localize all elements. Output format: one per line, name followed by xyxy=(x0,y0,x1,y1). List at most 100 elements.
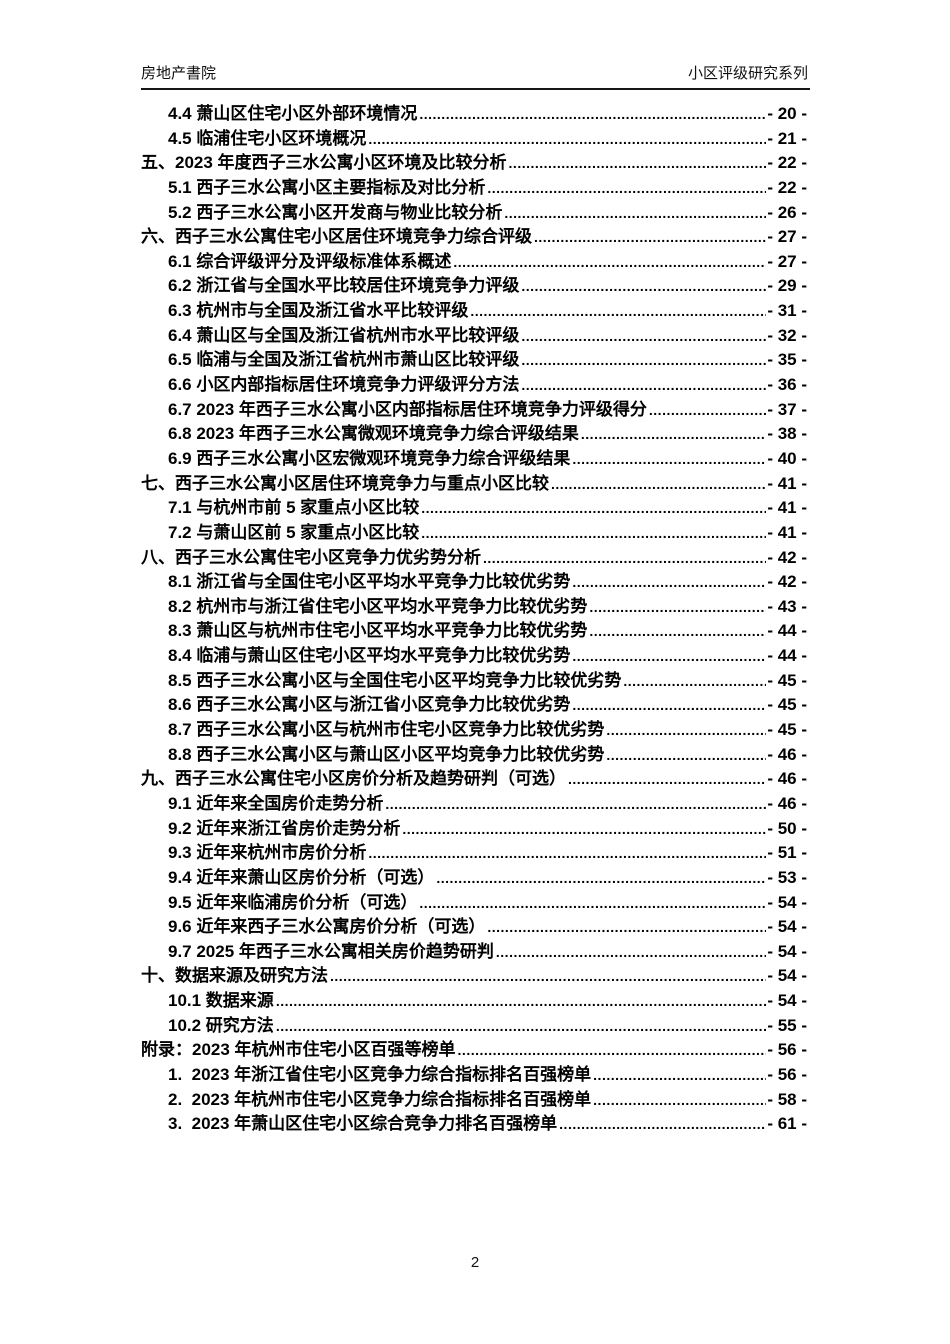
toc-entry[interactable]: 8.8 西子三水公寓小区与萧山区小区平均竞争力比较优劣势 - 46 - xyxy=(141,743,807,768)
toc-entry-label: 9.3 近年来杭州市房价分析 xyxy=(168,843,367,863)
toc-dot-leader xyxy=(436,866,766,891)
toc-entry-label: 五、2023 年度西子三水公寓小区环境及比较分析 xyxy=(141,153,507,173)
toc-entry-label: 6.8 2023 年西子三水公寓微观环境竞争力综合评级结果 xyxy=(168,424,579,444)
toc-entry[interactable]: 4.4 萧山区住宅小区外部环境情况 - 20 - xyxy=(141,102,807,127)
toc-entry[interactable]: 6.7 2023 年西子三水公寓小区内部指标居住环境竞争力评级得分 - 37 - xyxy=(141,398,807,423)
toc-dot-leader xyxy=(521,348,766,373)
toc-entry[interactable]: 7.2 与萧山区前 5 家重点小区比较 - 41 - xyxy=(141,521,807,546)
toc-entry-page-number: - 54 - xyxy=(767,892,807,912)
toc-entry-page-number: - 41 - xyxy=(767,473,807,493)
toc-entry-label: 9.2 近年来浙江省房价走势分析 xyxy=(168,818,401,838)
toc-entry[interactable]: 9.5 近年来临浦房价分析（可选） - 54 - xyxy=(141,891,807,916)
toc-entry[interactable]: 4.5 临浦住宅小区环境概况 - 21 - xyxy=(141,127,807,152)
toc-entry-page-number: - 45 - xyxy=(767,720,807,740)
toc-entry[interactable]: 3. 2023 年萧山区住宅小区综合竞争力排名百强榜单 - 61 - xyxy=(141,1112,807,1137)
toc-dot-leader xyxy=(276,989,767,1014)
toc-entry-page-number: - 42 - xyxy=(767,572,807,592)
toc-entry[interactable]: 9.6 近年来西子三水公寓房价分析（可选） - 54 - xyxy=(141,915,807,940)
toc-entry-label: 1. 2023 年浙江省住宅小区竞争力综合指标排名百强榜单 xyxy=(168,1064,592,1084)
toc-dot-leader xyxy=(593,1088,766,1113)
toc-dot-leader xyxy=(385,792,766,817)
toc-entry[interactable]: 6.5 临浦与全国及浙江省杭州市萧山区比较评级 - 35 - xyxy=(141,348,807,373)
toc-entry[interactable]: 8.3 萧山区与杭州市住宅小区平均水平竞争力比较优劣势 - 44 - xyxy=(141,619,807,644)
toc-entry-label: 6.4 萧山区与全国及浙江省杭州市水平比较评级 xyxy=(168,325,520,345)
toc-dot-leader xyxy=(453,250,766,275)
toc-entry[interactable]: 10.1 数据来源 - 54 - xyxy=(141,989,807,1014)
toc-entry-label: 8.3 萧山区与杭州市住宅小区平均水平竞争力比较优劣势 xyxy=(168,621,588,641)
toc-entry[interactable]: 附录：2023 年杭州市住宅小区百强等榜单 - 56 - xyxy=(141,1038,807,1063)
toc-entry[interactable]: 2. 2023 年杭州市住宅小区竞争力综合指标排名百强榜单 - 58 - xyxy=(141,1088,807,1113)
toc-entry-page-number: - 40 - xyxy=(767,448,807,468)
toc-entry[interactable]: 八、西子三水公寓住宅小区竞争力优劣势分析 - 42 - xyxy=(141,546,807,571)
toc-entry[interactable]: 8.5 西子三水公寓小区与全国住宅小区平均竞争力比较优劣势 - 45 - xyxy=(141,669,807,694)
toc-entry-page-number: - 44 - xyxy=(767,646,807,666)
toc-entry[interactable]: 1. 2023 年浙江省住宅小区竞争力综合指标排名百强榜单 - 56 - xyxy=(141,1063,807,1088)
toc-entry-label: 9.6 近年来西子三水公寓房价分析（可选） xyxy=(168,917,486,937)
toc-dot-leader xyxy=(521,373,766,398)
toc-entry[interactable]: 6.9 西子三水公寓小区宏微观环境竞争力综合评级结果 - 40 - xyxy=(141,447,807,472)
toc-entry-page-number: - 22 - xyxy=(767,177,807,197)
toc-dot-leader xyxy=(551,472,766,497)
toc-entry[interactable]: 7.1 与杭州市前 5 家重点小区比较 - 41 - xyxy=(141,496,807,521)
toc-entry[interactable]: 6.6 小区内部指标居住环境竞争力评级评分方法 - 36 - xyxy=(141,373,807,398)
toc-dot-leader xyxy=(421,521,766,546)
toc-entry[interactable]: 9.7 2025 年西子三水公寓相关房价趋势研判 - 54 - xyxy=(141,940,807,965)
toc-entry-page-number: - 27 - xyxy=(767,227,807,247)
header-divider xyxy=(141,88,810,90)
toc-entry-label: 9.4 近年来萧山区房价分析（可选） xyxy=(168,867,435,887)
toc-entry-label: 9.5 近年来临浦房价分析（可选） xyxy=(168,892,418,912)
toc-entry-page-number: - 45 - xyxy=(767,670,807,690)
toc-entry[interactable]: 九、西子三水公寓住宅小区房价分析及趋势研判（可选） - 46 - xyxy=(141,767,807,792)
toc-dot-leader xyxy=(509,151,767,176)
toc-entry[interactable]: 十、数据来源及研究方法 - 54 - xyxy=(141,964,807,989)
toc-dot-leader xyxy=(330,964,766,989)
toc-entry-page-number: - 58 - xyxy=(767,1089,807,1109)
toc-entry-page-number: - 56 - xyxy=(767,1040,807,1060)
toc-dot-leader xyxy=(534,225,766,250)
toc-entry-label: 5.2 西子三水公寓小区开发商与物业比较分析 xyxy=(168,202,503,222)
toc-dot-leader xyxy=(487,176,766,201)
toc-entry[interactable]: 8.7 西子三水公寓小区与杭州市住宅小区竞争力比较优劣势 - 45 - xyxy=(141,718,807,743)
toc-dot-leader xyxy=(572,570,766,595)
toc-entry[interactable]: 五、2023 年度西子三水公寓小区环境及比较分析 - 22 - xyxy=(141,151,807,176)
toc-dot-leader xyxy=(419,102,766,127)
toc-entry[interactable]: 10.2 研究方法 - 55 - xyxy=(141,1014,807,1039)
toc-entry[interactable]: 9.1 近年来全国房价走势分析 - 46 - xyxy=(141,792,807,817)
toc-entry[interactable]: 5.1 西子三水公寓小区主要指标及对比分析 - 22 - xyxy=(141,176,807,201)
toc-dot-leader xyxy=(419,891,766,916)
toc-entry[interactable]: 6.1 综合评级评分及评级标准体系概述 - 27 - xyxy=(141,250,807,275)
toc-entry[interactable]: 6.4 萧山区与全国及浙江省杭州市水平比较评级 - 32 - xyxy=(141,324,807,349)
toc-dot-leader xyxy=(368,127,766,152)
toc-entry[interactable]: 六、西子三水公寓住宅小区居住环境竞争力综合评级 - 27 - xyxy=(141,225,807,250)
toc-entry[interactable]: 8.2 杭州市与浙江省住宅小区平均水平竞争力比较优劣势 - 43 - xyxy=(141,595,807,620)
table-of-contents: 4.4 萧山区住宅小区外部环境情况 - 20 - 4.5 临浦住宅小区环境概况 - 2… xyxy=(141,102,807,1137)
toc-entry-label: 7.2 与萧山区前 5 家重点小区比较 xyxy=(168,522,420,542)
toc-dot-leader xyxy=(559,1112,766,1137)
toc-entry-page-number: - 41 - xyxy=(767,522,807,542)
toc-dot-leader xyxy=(572,447,766,472)
toc-entry[interactable]: 七、西子三水公寓小区居住环境竞争力与重点小区比较 - 41 - xyxy=(141,472,807,497)
toc-entry[interactable]: 5.2 西子三水公寓小区开发商与物业比较分析 - 26 - xyxy=(141,201,807,226)
toc-dot-leader xyxy=(572,644,766,669)
toc-entry[interactable]: 9.2 近年来浙江省房价走势分析 - 50 - xyxy=(141,817,807,842)
toc-dot-leader xyxy=(470,299,766,324)
toc-entry-label: 九、西子三水公寓住宅小区房价分析及趋势研判（可选） xyxy=(141,769,566,789)
toc-entry[interactable]: 9.3 近年来杭州市房价分析 - 51 - xyxy=(141,841,807,866)
toc-dot-leader xyxy=(521,274,766,299)
toc-entry[interactable]: 6.2 浙江省与全国水平比较居住环境竞争力评级 - 29 - xyxy=(141,274,807,299)
toc-entry[interactable]: 9.4 近年来萧山区房价分析（可选） - 53 - xyxy=(141,866,807,891)
toc-entry-page-number: - 31 - xyxy=(767,301,807,321)
toc-dot-leader xyxy=(421,496,766,521)
toc-entry-page-number: - 32 - xyxy=(767,325,807,345)
toc-entry[interactable]: 8.4 临浦与萧山区住宅小区平均水平竞争力比较优劣势 - 44 - xyxy=(141,644,807,669)
toc-entry-page-number: - 21 - xyxy=(767,128,807,148)
toc-entry[interactable]: 6.3 杭州市与全国及浙江省水平比较评级 - 31 - xyxy=(141,299,807,324)
toc-entry-label: 十、数据来源及研究方法 xyxy=(141,966,328,986)
page-footer: 2 xyxy=(0,1254,950,1271)
toc-entry-label: 6.3 杭州市与全国及浙江省水平比较评级 xyxy=(168,301,469,321)
toc-entry[interactable]: 8.6 西子三水公寓小区与浙江省小区竞争力比较优劣势 - 45 - xyxy=(141,693,807,718)
toc-entry[interactable]: 6.8 2023 年西子三水公寓微观环境竞争力综合评级结果 - 38 - xyxy=(141,422,807,447)
toc-entry[interactable]: 8.1 浙江省与全国住宅小区平均水平竞争力比较优劣势 - 42 - xyxy=(141,570,807,595)
toc-entry-label: 附录：2023 年杭州市住宅小区百强等榜单 xyxy=(141,1040,456,1060)
toc-entry-label: 8.8 西子三水公寓小区与萧山区小区平均竞争力比较优劣势 xyxy=(168,744,605,764)
